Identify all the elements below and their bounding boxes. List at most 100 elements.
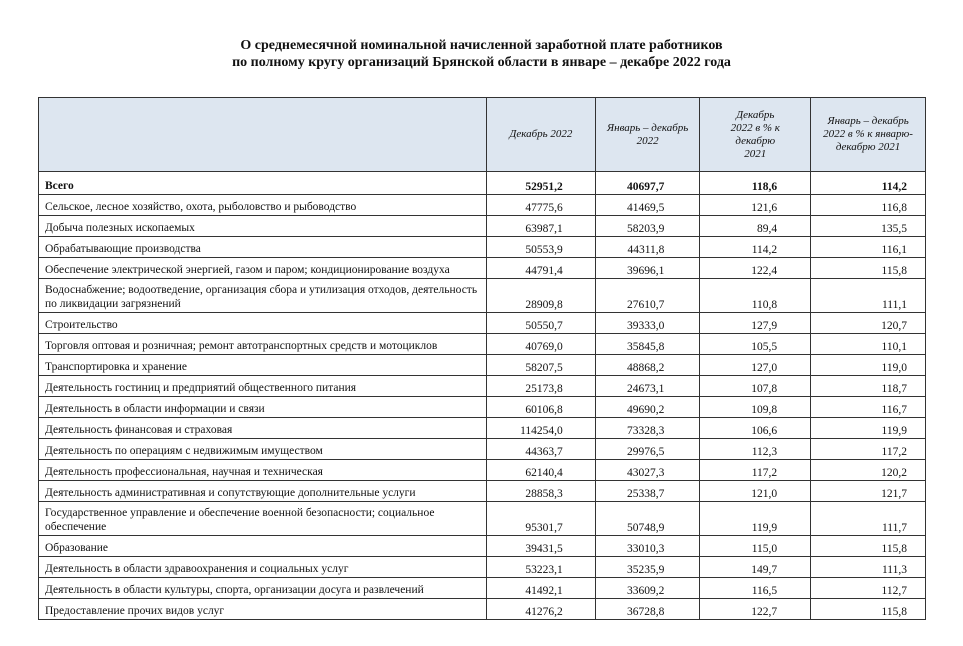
dec-2022-value: 53223,1 — [486, 556, 596, 578]
year-pct-value: 115,8 — [810, 257, 926, 279]
year-pct-value: 114,2 — [810, 171, 926, 195]
jan-dec-2022-value: 33609,2 — [594, 577, 701, 599]
year-pct-value: 116,1 — [810, 236, 926, 258]
dec-pct-value: 122,7 — [699, 598, 812, 620]
document-title: О среднемесячной номинальной начисленной… — [0, 37, 963, 71]
dec-pct-value: 121,0 — [699, 480, 812, 502]
header-dec-2022: Декабрь 2022 — [486, 97, 596, 172]
row-label: Деятельность административная и сопутств… — [37, 480, 488, 502]
jan-dec-2022-value: 35845,8 — [594, 333, 701, 355]
title-line-1: О среднемесячной номинальной начисленной… — [240, 38, 723, 53]
dec-2022-value: 44363,7 — [486, 438, 596, 460]
dec-2022-value: 58207,5 — [486, 354, 596, 376]
table-row: Предоставление прочих видов услуг 41276,2… — [37, 598, 926, 620]
header-year-pct: Январь – декабрь 2022 в % к январю- дека… — [810, 97, 926, 172]
year-pct-value: 135,5 — [810, 215, 926, 237]
dec-2022-value: 95301,7 — [486, 501, 596, 536]
dec-2022-value: 63987,1 — [486, 215, 596, 237]
row-label: Добыча полезных ископаемых — [37, 215, 488, 237]
dec-2022-value: 28858,3 — [486, 480, 596, 502]
dec-2022-value: 50550,7 — [486, 312, 596, 334]
table-row: Деятельность профессиональная, научная и… — [37, 459, 926, 481]
dec-2022-value: 47775,6 — [486, 194, 596, 216]
title-line-2: по полному кругу организаций Брянской об… — [232, 55, 731, 70]
dec-2022-value: 28909,8 — [486, 278, 596, 313]
year-pct-value: 117,2 — [810, 438, 926, 460]
row-label: Деятельность в области культуры, спорта,… — [37, 577, 488, 599]
table-row: Государственное управление и обеспечение… — [37, 501, 926, 536]
table-row: Образование 39431,5 33010,3 115,0 115,8 — [37, 535, 926, 557]
dec-pct-value: 106,6 — [699, 417, 812, 439]
wage-table: Декабрь 2022 Январь – декабрь 2022 Декаб… — [37, 97, 926, 620]
year-pct-value: 120,2 — [810, 459, 926, 481]
jan-dec-2022-value: 73328,3 — [594, 417, 701, 439]
year-pct-value: 111,7 — [810, 501, 926, 536]
table-row: Деятельность гостиниц и предприятий обще… — [37, 375, 926, 397]
dec-pct-value: 149,7 — [699, 556, 812, 578]
year-pct-value: 111,1 — [810, 278, 926, 313]
row-label: Всего — [37, 171, 488, 195]
dec-2022-value: 62140,4 — [486, 459, 596, 481]
dec-2022-value: 114254,0 — [486, 417, 596, 439]
jan-dec-2022-value: 39333,0 — [594, 312, 701, 334]
row-label: Транспортировка и хранение — [37, 354, 488, 376]
dec-2022-value: 44791,4 — [486, 257, 596, 279]
jan-dec-2022-value: 44311,8 — [594, 236, 701, 258]
table-row: Обеспечение электрической энергией, газо… — [37, 257, 926, 279]
row-label: Строительство — [37, 312, 488, 334]
year-pct-value: 118,7 — [810, 375, 926, 397]
jan-dec-2022-value: 50748,9 — [594, 501, 701, 536]
table-row: Торговля оптовая и розничная; ремонт авт… — [37, 333, 926, 355]
jan-dec-2022-value: 48868,2 — [594, 354, 701, 376]
dec-pct-value: 105,5 — [699, 333, 812, 355]
jan-dec-2022-value: 58203,9 — [594, 215, 701, 237]
year-pct-value: 119,0 — [810, 354, 926, 376]
row-label: Образование — [37, 535, 488, 557]
dec-pct-value: 112,3 — [699, 438, 812, 460]
dec-2022-value: 39431,5 — [486, 535, 596, 557]
jan-dec-2022-value: 49690,2 — [594, 396, 701, 418]
row-label: Водоснабжение; водоотведение, организаци… — [37, 278, 488, 313]
jan-dec-2022-value: 40697,7 — [594, 171, 701, 195]
row-label: Торговля оптовая и розничная; ремонт авт… — [37, 333, 488, 355]
dec-2022-value: 25173,8 — [486, 375, 596, 397]
year-pct-value: 115,8 — [810, 535, 926, 557]
total-row: Всего 52951,2 40697,7 118,6 114,2 — [37, 171, 926, 195]
table-row: Деятельность в области информации и связ… — [37, 396, 926, 418]
year-pct-value: 119,9 — [810, 417, 926, 439]
dec-2022-value: 60106,8 — [486, 396, 596, 418]
dec-pct-value: 119,9 — [699, 501, 812, 536]
jan-dec-2022-value: 36728,8 — [594, 598, 701, 620]
jan-dec-2022-value: 27610,7 — [594, 278, 701, 313]
dec-pct-value: 127,9 — [699, 312, 812, 334]
jan-dec-2022-value: 39696,1 — [594, 257, 701, 279]
year-pct-value: 112,7 — [810, 577, 926, 599]
year-pct-value: 115,8 — [810, 598, 926, 620]
dec-2022-value: 50553,9 — [486, 236, 596, 258]
jan-dec-2022-value: 43027,3 — [594, 459, 701, 481]
dec-pct-value: 127,0 — [699, 354, 812, 376]
jan-dec-2022-value: 41469,5 — [594, 194, 701, 216]
dec-pct-value: 114,2 — [699, 236, 812, 258]
table-row: Деятельность в области культуры, спорта,… — [37, 577, 926, 599]
row-label: Деятельность гостиниц и предприятий обще… — [37, 375, 488, 397]
dec-2022-value: 41492,1 — [486, 577, 596, 599]
jan-dec-2022-value: 29976,5 — [594, 438, 701, 460]
table-row: Обрабатывающие производства 50553,9 44311,… — [37, 236, 926, 258]
jan-dec-2022-value: 35235,9 — [594, 556, 701, 578]
table-row: Водоснабжение; водоотведение, организаци… — [37, 278, 926, 313]
row-label: Деятельность в области здравоохранения и… — [37, 556, 488, 578]
dec-pct-value: 109,8 — [699, 396, 812, 418]
dec-pct-value: 116,5 — [699, 577, 812, 599]
dec-pct-value: 118,6 — [699, 171, 812, 195]
year-pct-value: 111,3 — [810, 556, 926, 578]
table-row: Сельское, лесное хозяйство, охота, рыбол… — [37, 194, 926, 216]
header-dec-pct: Декабрь 2022 в % к декабрю 2021 — [699, 97, 812, 172]
dec-pct-value: 121,6 — [699, 194, 812, 216]
year-pct-value: 121,7 — [810, 480, 926, 502]
jan-dec-2022-value: 24673,1 — [594, 375, 701, 397]
dec-2022-value: 41276,2 — [486, 598, 596, 620]
table-row: Строительство 50550,7 39333,0 127,9 120,7 — [37, 312, 926, 334]
year-pct-value: 116,7 — [810, 396, 926, 418]
header-jan-dec-2022: Январь – декабрь 2022 — [594, 97, 701, 172]
